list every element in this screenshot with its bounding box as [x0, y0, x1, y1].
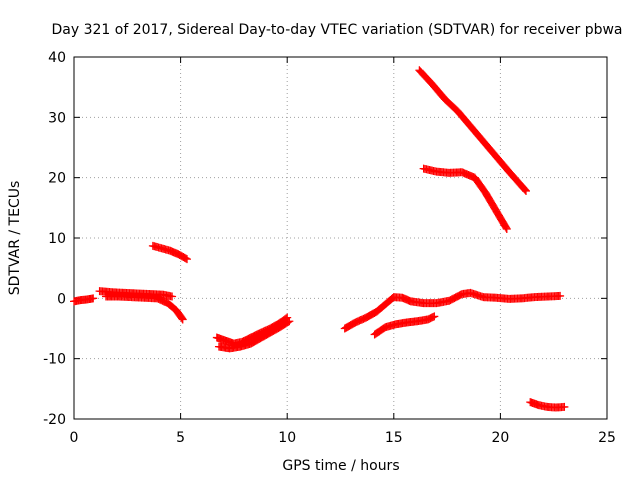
data-point: [560, 402, 569, 411]
data-point: [502, 224, 511, 233]
data-marks: [70, 66, 569, 412]
data-point: [521, 185, 530, 194]
chart-title: Day 321 of 2017, Sidereal Day-to-day VTE…: [51, 22, 622, 38]
y-tick-label: 20: [48, 171, 66, 187]
x-tick-label: 15: [385, 430, 403, 446]
data-point: [181, 254, 190, 263]
data-point: [556, 291, 565, 300]
series-arc9: [415, 66, 530, 195]
data-point: [502, 223, 511, 232]
x-tick-label: 25: [598, 430, 616, 446]
data-point: [182, 255, 191, 264]
series-arc11: [526, 398, 569, 412]
data-point: [521, 186, 530, 195]
ticks: 0 5 10 15 20 25 -20 -10 0 10 20 30 40: [43, 50, 616, 446]
x-tick-label: 10: [278, 430, 296, 446]
y-tick-label: 30: [48, 110, 66, 126]
data-point: [178, 315, 187, 324]
data-point: [168, 292, 177, 301]
y-tick-label: 10: [48, 231, 66, 247]
data-point: [89, 294, 98, 303]
series-arc8: [370, 312, 439, 339]
y-axis-label: SDTVAR / TECUs: [7, 181, 23, 296]
y-tick-label: -20: [43, 412, 66, 428]
x-axis-label: GPS time / hours: [282, 458, 399, 474]
y-tick-label: 0: [57, 291, 66, 307]
data-point: [177, 314, 186, 323]
series-arc3: [101, 292, 187, 324]
series-arc4: [148, 241, 191, 264]
series-arc7: [340, 288, 565, 333]
data-point: [285, 317, 294, 326]
series-arc6: [214, 317, 294, 353]
x-tick-label: 20: [491, 430, 509, 446]
x-tick-label: 5: [176, 430, 185, 446]
y-tick-label: -10: [43, 352, 66, 368]
series-arc10: [419, 164, 511, 233]
x-tick-label: 0: [70, 430, 79, 446]
series-arc1: [70, 294, 98, 306]
data-point: [430, 312, 439, 321]
data-point: [284, 318, 293, 327]
y-tick-label: 40: [48, 50, 66, 66]
